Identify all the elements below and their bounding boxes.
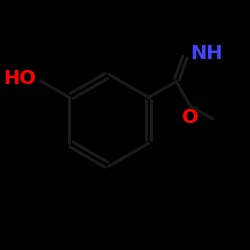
Text: NH: NH	[190, 44, 223, 63]
Text: HO: HO	[3, 69, 36, 88]
Text: O: O	[182, 108, 198, 127]
